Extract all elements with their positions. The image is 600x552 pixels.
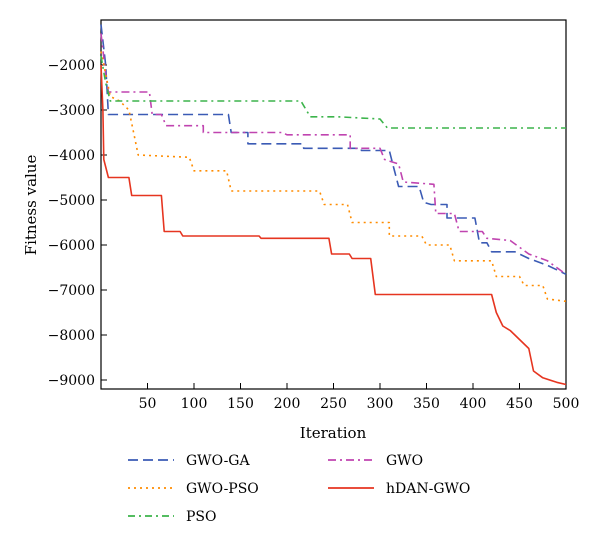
y-tick-label: −8000 [48, 328, 95, 344]
x-tick-label: 300 [367, 396, 394, 412]
legend-label: GWO [386, 453, 423, 469]
series-line-gwo-ga [100, 24, 567, 276]
y-axis: −2000 −3000 −4000 −5000 −6000 −7000 −8000 −9000 [48, 58, 107, 389]
x-tick-label: 350 [413, 396, 440, 412]
x-tick-label: 250 [320, 396, 347, 412]
x-tick-label: 450 [506, 396, 533, 412]
x-axis-title: Iteration [300, 424, 367, 442]
series-layer [100, 24, 567, 386]
y-tick-label: −5000 [48, 193, 95, 209]
y-tick-label: −9000 [48, 373, 95, 389]
y-tick-label: −3000 [48, 103, 95, 119]
legend: GWO-GA GWO GWO-PSO hDAN-GWO PSO [128, 453, 470, 525]
x-tick-label: 150 [227, 396, 254, 412]
legend-label: GWO-GA [186, 453, 250, 469]
series-line-hdan-gwo [100, 64, 567, 386]
legend-label: PSO [186, 509, 217, 525]
plot-frame [100, 19, 567, 390]
series-line-pso [100, 55, 566, 129]
x-tick-label: 400 [460, 396, 487, 412]
series-line-gwo [100, 33, 567, 275]
y-tick-label: −4000 [48, 148, 95, 164]
y-axis-title: Fitness value [22, 155, 40, 256]
x-tick-label: 50 [139, 396, 157, 412]
x-tick-label: 500 [553, 396, 580, 412]
y-tick-label: −2000 [48, 58, 95, 74]
x-axis: 50 100 150 200 250 300 350 400 450 500 [139, 383, 580, 412]
y-tick-label: −7000 [48, 283, 95, 299]
legend-label: hDAN-GWO [386, 481, 470, 497]
legend-label: GWO-PSO [186, 481, 259, 497]
series-line-gwo-pso [100, 51, 567, 303]
x-tick-label: 100 [181, 396, 208, 412]
x-tick-label: 200 [274, 396, 301, 412]
y-tick-label: −6000 [48, 238, 95, 254]
